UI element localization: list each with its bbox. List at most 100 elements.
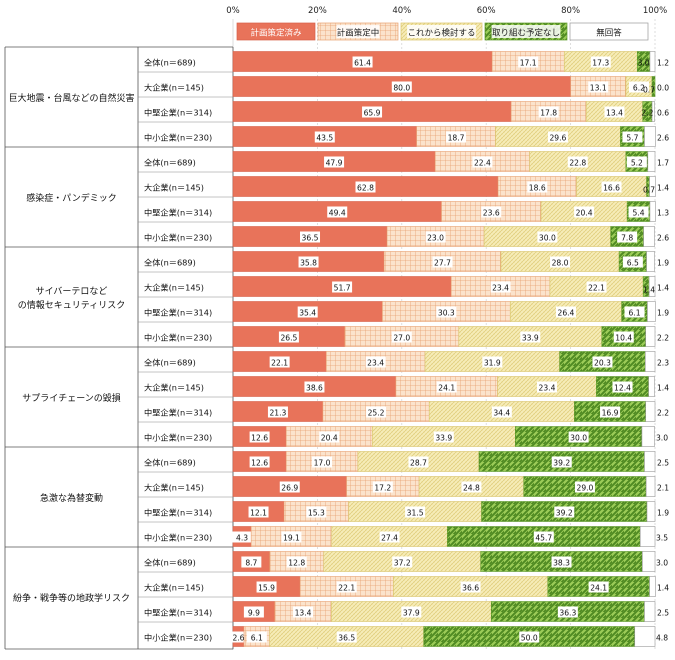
data-label-bg: [241, 556, 262, 568]
data-label-bg: [604, 106, 625, 118]
legend-label-bg: [596, 25, 622, 38]
data-label-bg: [432, 256, 453, 268]
data-label-bg: [379, 531, 400, 543]
data-label: 13.4: [606, 109, 623, 118]
data-label-bg: [314, 131, 335, 143]
tick-label: 0%: [226, 6, 240, 16]
data-label: 50.0: [521, 634, 538, 643]
row-label: 中小企業(n＝230): [144, 233, 212, 243]
data-label: 47.9: [326, 159, 343, 168]
data-label: 16.9: [602, 409, 619, 418]
data-label-bg: [281, 531, 302, 543]
data-label: 15.3: [308, 509, 325, 518]
data-label: 16.6: [603, 184, 620, 193]
data-label: 12.4: [614, 384, 631, 393]
data-label: 18.7: [448, 134, 465, 143]
data-label-bg: [249, 431, 270, 443]
data-label-bg: [248, 506, 269, 518]
data-label: 24.8: [463, 484, 480, 493]
bar-segment: [645, 326, 656, 347]
data-label-bg: [293, 606, 314, 618]
data-label-bg: [256, 581, 277, 593]
row-label: 全体(n＝689): [144, 358, 196, 368]
data-label: 20.3: [594, 359, 611, 368]
data-label: 1.2: [657, 59, 669, 68]
data-label: 30.3: [438, 309, 455, 318]
data-label: 17.0: [314, 459, 331, 468]
data-label: 12.8: [288, 559, 305, 568]
data-label-bg: [324, 156, 345, 168]
data-label: 65.9: [364, 109, 381, 118]
bar-segment: [649, 576, 656, 597]
data-label-bg: [433, 431, 454, 443]
table-frame: [4, 46, 234, 650]
data-label-bg: [491, 406, 512, 418]
data-label: 2.6: [657, 234, 669, 243]
row-label: 中堅企業(n＝314): [144, 508, 212, 518]
data-label: 13.1: [590, 84, 607, 93]
data-label: 6.1: [628, 309, 640, 318]
data-label-bg: [624, 306, 645, 318]
data-label-bg: [332, 281, 353, 293]
data-label: 18.6: [529, 184, 546, 193]
data-label-bg: [392, 556, 413, 568]
data-label-bg: [482, 356, 503, 368]
row-label: 中堅企業(n＝314): [144, 408, 212, 418]
data-label-bg: [286, 556, 307, 568]
data-label: 27.7: [434, 259, 451, 268]
data-label-bg: [246, 631, 267, 643]
data-label: 26.5: [280, 334, 297, 343]
data-label: 17.1: [520, 59, 537, 68]
data-label-bg: [312, 456, 333, 468]
data-label: 3.0: [656, 434, 668, 443]
data-label: 24.1: [438, 384, 455, 393]
data-label: 28.0: [552, 259, 569, 268]
row-label: 中堅企業(n＝314): [144, 108, 212, 118]
data-label: 36.5: [338, 634, 355, 643]
bar-segment: [644, 451, 656, 472]
data-label-bg: [557, 606, 578, 618]
data-label: 80.0: [393, 84, 410, 93]
data-label: 29.6: [549, 134, 566, 143]
data-label: 31.5: [407, 509, 424, 518]
data-label-bg: [401, 606, 422, 618]
data-label-bg: [617, 231, 638, 243]
data-label-bg: [460, 581, 481, 593]
data-label: 1.9: [657, 309, 669, 318]
data-label-bg: [592, 356, 613, 368]
data-label: 22.1: [588, 284, 605, 293]
data-label: 2.6: [657, 134, 669, 143]
data-label-bg: [306, 506, 327, 518]
legend-swatch: [236, 22, 316, 41]
data-label-bg: [298, 256, 319, 268]
data-label-bg: [391, 331, 412, 343]
data-label: 13.4: [295, 609, 312, 618]
row-label: 中堅企業(n＝314): [144, 208, 212, 218]
data-label: 3.0: [638, 59, 650, 68]
data-label-bg: [279, 481, 300, 493]
data-label-bg: [519, 631, 540, 643]
data-label-bg: [588, 81, 609, 93]
data-label: 2.3: [657, 359, 669, 368]
data-label-bg: [622, 256, 643, 268]
data-label: 5.4: [633, 209, 645, 218]
legend-label: 計画策定済み: [250, 28, 302, 39]
data-label: 30.0: [539, 234, 556, 243]
data-label-bg: [554, 506, 575, 518]
data-label: 39.2: [553, 459, 570, 468]
bar-segment: [647, 301, 656, 322]
legend-label-bg: [407, 25, 476, 38]
data-label: 2.5: [657, 459, 669, 468]
data-label-bg: [533, 531, 554, 543]
bar-segment: [645, 401, 656, 422]
data-label-bg: [551, 556, 572, 568]
data-label: 2.2: [657, 409, 669, 418]
data-label-bg: [481, 206, 502, 218]
data-label-bg: [304, 381, 325, 393]
data-label: 23.6: [483, 209, 500, 218]
legend-label: 計画策定中: [337, 28, 380, 39]
data-label-bg: [574, 206, 595, 218]
data-label: 27.4: [381, 534, 398, 543]
